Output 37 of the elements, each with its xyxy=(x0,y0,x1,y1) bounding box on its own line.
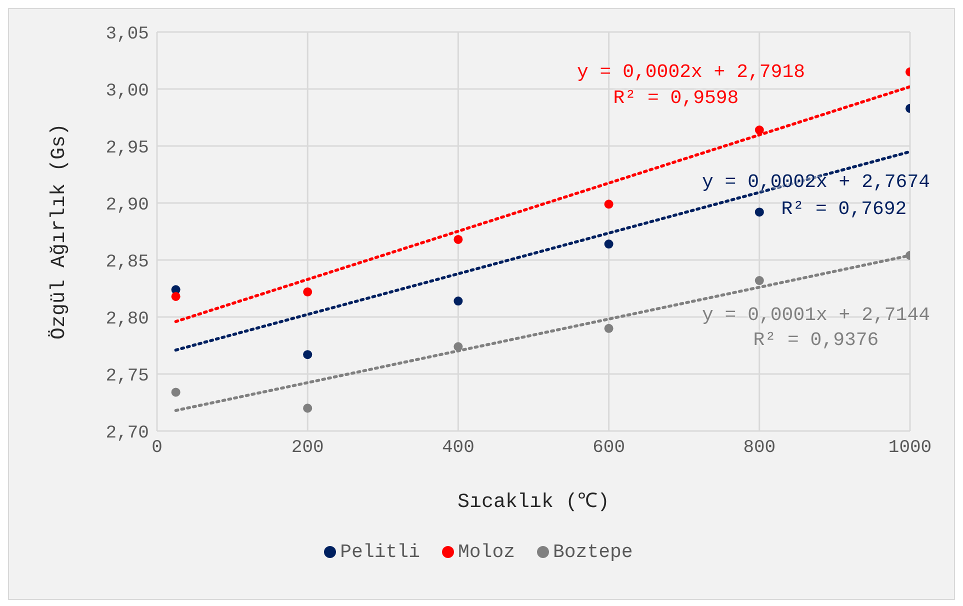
x-tick-label: 0 xyxy=(152,438,162,458)
point xyxy=(754,208,764,217)
y-tick-label: 3,00 xyxy=(106,81,149,102)
x-tick-label: 1000 xyxy=(888,438,932,458)
point xyxy=(303,404,312,413)
y-tick-label: 2,70 xyxy=(106,423,149,444)
annotation: y = 0,0002x + 2,7918 xyxy=(576,61,806,83)
y-axis-title: Özgül Ağırlık (Gs) xyxy=(48,123,72,340)
point xyxy=(604,200,614,209)
annotation: R² = 0,7692 xyxy=(781,198,907,220)
y-tick-label: 2,85 xyxy=(106,252,149,272)
x-tick-label: 200 xyxy=(291,438,324,458)
legend-label: Boztepe xyxy=(552,541,633,563)
annotation: y = 0,0001x + 2,7144 xyxy=(702,304,930,326)
y-tick-label: 3,05 xyxy=(106,24,149,44)
point xyxy=(454,296,463,306)
point xyxy=(604,324,614,333)
y-tick-label: 2,95 xyxy=(106,138,149,158)
point xyxy=(754,276,764,286)
x-tick-label: 400 xyxy=(442,438,474,458)
x-axis-title: Sıcaklık (℃) xyxy=(457,491,610,514)
annotation: R² = 0,9598 xyxy=(613,87,739,109)
x-tick-label: 600 xyxy=(592,438,626,458)
point xyxy=(171,292,180,301)
point xyxy=(171,388,180,397)
x-tick-label: 800 xyxy=(743,438,776,458)
annotation: R² = 0,9376 xyxy=(753,329,879,351)
point xyxy=(604,240,614,249)
y-tick-label: 2,75 xyxy=(106,366,149,386)
y-tick-label: 2,80 xyxy=(106,309,149,330)
point xyxy=(454,234,463,244)
y-tick-label: 2,90 xyxy=(106,195,149,216)
point xyxy=(303,287,312,296)
legend-label: Pelitli xyxy=(339,541,420,563)
legend-label: Moloz xyxy=(456,541,515,563)
point xyxy=(754,126,764,135)
point xyxy=(303,350,312,360)
